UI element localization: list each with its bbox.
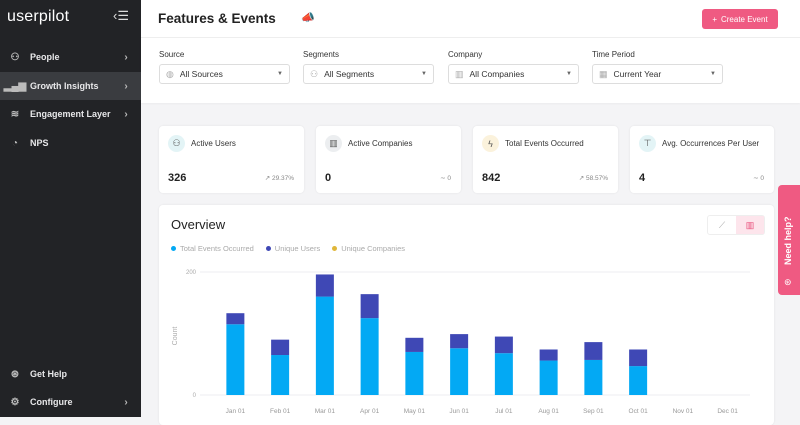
- trend-up-icon: ↗: [578, 175, 586, 182]
- source-select[interactable]: ◍ All Sources ▼: [159, 64, 290, 84]
- filter-time-period: Time Period ▦ Current Year ▼: [592, 50, 723, 84]
- card-delta: ↗ 58.57%: [579, 174, 608, 182]
- filter-company: Company ▥ All Companies ▼: [448, 50, 579, 84]
- select-value: All Sources: [179, 69, 223, 79]
- company-select[interactable]: ▥ All Companies ▼: [448, 64, 579, 84]
- card-delta: ↗ 29.37%: [265, 174, 294, 182]
- average-icon: ⊤: [639, 135, 656, 152]
- sidebar-item-label: Engagement Layer: [30, 109, 111, 119]
- overview-title: Overview: [171, 217, 226, 232]
- card-delta: ∼ 0: [440, 174, 451, 182]
- create-event-label: Create Event: [720, 14, 768, 24]
- chart-type-toggle: ⟋ ▥: [707, 215, 765, 235]
- trend-flat-icon: ∼: [753, 175, 761, 182]
- people-icon: ⚇: [10, 51, 20, 63]
- plus-icon: +: [712, 14, 717, 24]
- trend-up-icon: ↗: [264, 175, 272, 182]
- time-period-select[interactable]: ▦ Current Year ▼: [592, 64, 723, 84]
- card-value: 326: [168, 172, 187, 184]
- sidebar-item-label: Growth Insights: [30, 81, 99, 91]
- delta-value: 58.57%: [585, 175, 608, 182]
- lifebuoy-icon: ⊛: [784, 277, 792, 287]
- lifebuoy-icon: ⊛: [10, 368, 20, 380]
- bar-chart-icon: ▂▄▆: [3, 80, 27, 92]
- sidebar-item-nps[interactable]: ◔ NPS: [0, 129, 141, 157]
- sidebar-item-configure[interactable]: ⚙ Configure ›: [0, 388, 141, 416]
- page-header: Features & Events 📣 + Create Event: [141, 0, 800, 38]
- calendar-icon: ▦: [599, 68, 608, 79]
- logo: userpilot: [7, 8, 70, 25]
- filter-label: Time Period: [592, 50, 635, 59]
- legend-label: Total Events Occurred: [180, 244, 254, 253]
- sidebar-item-label: NPS: [30, 138, 49, 148]
- caret-down-icon: ▼: [566, 71, 572, 77]
- caret-down-icon: ▼: [710, 71, 716, 77]
- filter-label: Source: [159, 50, 185, 59]
- stat-card-total-events: ϟ Total Events Occurred 842 ↗ 58.57%: [473, 126, 618, 193]
- megaphone-icon: 📣: [301, 12, 315, 24]
- building-icon: ▥: [325, 135, 342, 152]
- chart-legend: Total Events Occurred Unique Users Uniqu…: [171, 244, 405, 253]
- users-icon: ⚇: [168, 135, 185, 152]
- delta-value: 0: [760, 175, 764, 182]
- nps-icon: ◔: [11, 137, 19, 149]
- segments-select[interactable]: ⚇ All Segments ▼: [303, 64, 434, 84]
- legend-item[interactable]: Unique Users: [265, 244, 321, 253]
- stat-card-active-users: ⚇ Active Users 326 ↗ 29.37%: [159, 126, 304, 193]
- sidebar-item-engagement-layer[interactable]: ≋ Engagement Layer ›: [0, 100, 141, 128]
- select-value: Current Year: [613, 69, 662, 79]
- caret-down-icon: ▼: [277, 71, 283, 77]
- card-value: 842: [482, 172, 501, 184]
- sidebar-item-growth-insights[interactable]: ▂▄▆ Growth Insights ›: [0, 72, 141, 100]
- create-event-button[interactable]: + Create Event: [702, 9, 778, 29]
- sidebar: userpilot ‹☰ ⚇ People › ▂▄▆ Growth Insights…: [0, 0, 141, 417]
- gear-icon: ⚙: [10, 396, 20, 408]
- legend-item[interactable]: Total Events Occurred: [171, 244, 254, 253]
- trend-flat-icon: ∼: [440, 175, 448, 182]
- chevron-right-icon: ›: [124, 108, 128, 120]
- filter-source: Source ◍ All Sources ▼: [159, 50, 290, 84]
- stat-card-avg-occurrences: ⊤ Avg. Occurrences Per User 4 ∼ 0: [630, 126, 774, 193]
- sidebar-item-label: People: [30, 52, 60, 62]
- need-help-label: Need help?: [783, 216, 793, 265]
- card-value: 4: [639, 172, 646, 184]
- select-value: All Segments: [324, 69, 375, 79]
- card-value: 0: [325, 172, 332, 184]
- filter-segments: Segments ⚇ All Segments ▼: [303, 50, 434, 84]
- people-icon: ⚇: [310, 68, 319, 79]
- sidebar-item-label: Get Help: [30, 369, 68, 379]
- building-icon: ▥: [455, 68, 464, 79]
- card-title: Active Users: [191, 139, 236, 148]
- delta-value: 29.37%: [271, 175, 294, 182]
- need-help-tab[interactable]: Need help? ⊛: [778, 185, 800, 295]
- card-delta: ∼ 0: [753, 174, 764, 182]
- filter-label: Company: [448, 50, 483, 59]
- bar-chart-icon[interactable]: ▥: [736, 216, 764, 234]
- legend-label: Unique Users: [274, 244, 321, 253]
- card-title: Active Companies: [348, 139, 413, 148]
- chevron-right-icon: ›: [124, 51, 128, 63]
- chevron-right-icon: ›: [124, 80, 128, 92]
- overview-panel: Overview ⟋ ▥ Total Events Occurred Unique…: [159, 205, 774, 425]
- legend-label: Unique Companies: [341, 244, 406, 253]
- card-title: Total Events Occurred: [505, 139, 584, 148]
- page-title: Features & Events: [158, 11, 276, 26]
- caret-down-icon: ▼: [421, 71, 427, 77]
- sidebar-item-get-help[interactable]: ⊛ Get Help: [0, 360, 141, 388]
- layers-icon: ≋: [10, 108, 20, 120]
- sidebar-item-people[interactable]: ⚇ People ›: [0, 43, 141, 71]
- delta-value: 0: [447, 175, 451, 182]
- globe-icon: ◍: [166, 68, 174, 79]
- card-title: Avg. Occurrences Per User: [662, 139, 760, 148]
- sidebar-item-label: Configure: [30, 397, 73, 407]
- bolt-icon: ϟ: [482, 135, 499, 152]
- filter-label: Segments: [303, 50, 340, 59]
- collapse-sidebar-icon[interactable]: ‹☰: [113, 8, 129, 23]
- line-chart-icon[interactable]: ⟋: [718, 219, 726, 230]
- filters-bar: Source ◍ All Sources ▼ Segments ⚇ All Segment…: [141, 38, 800, 103]
- select-value: All Companies: [469, 69, 525, 79]
- chevron-right-icon: ›: [124, 396, 128, 408]
- stat-card-active-companies: ▥ Active Companies 0 ∼ 0: [316, 126, 461, 193]
- legend-item[interactable]: Unique Companies: [332, 244, 405, 253]
